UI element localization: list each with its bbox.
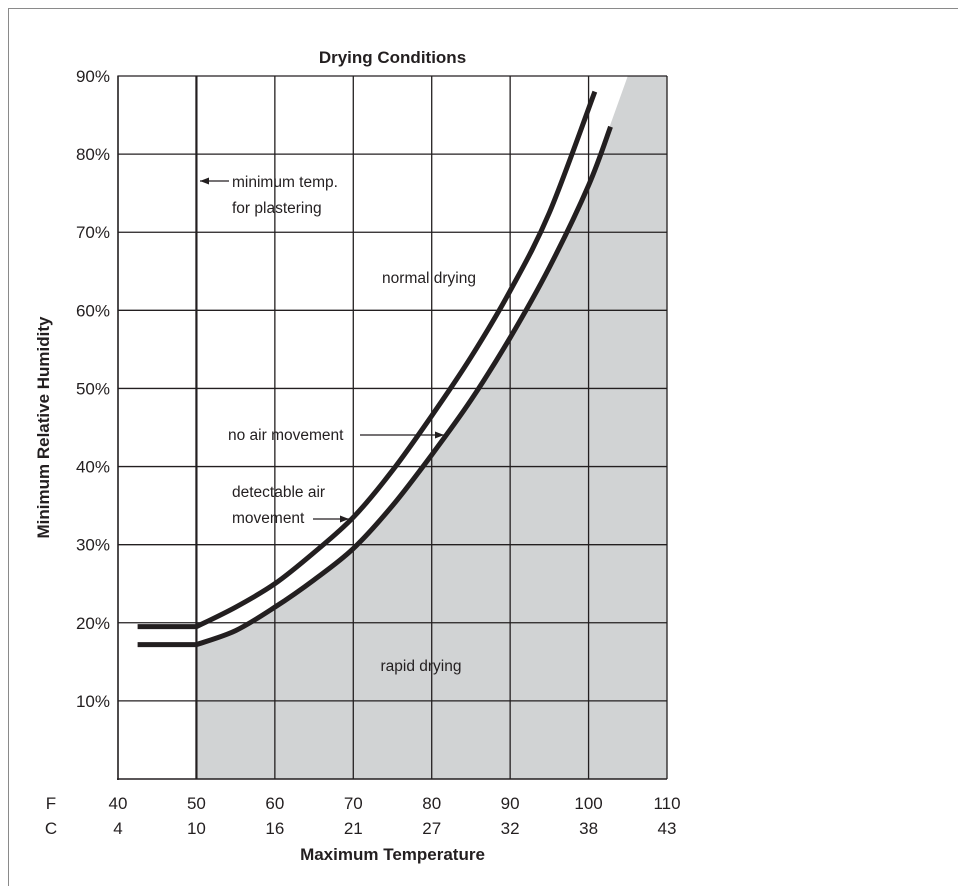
annotation-no-air-movement: no air movement <box>228 427 344 444</box>
y-tick-label: 90% <box>76 67 110 86</box>
detectable-air-arrow-head <box>340 515 349 523</box>
annotation-normal-drying: normal drying <box>382 270 476 287</box>
x-tick-label-f: 60 <box>265 794 284 813</box>
x-tick-label-f: 90 <box>501 794 520 813</box>
figure-frame <box>8 8 958 886</box>
y-tick-label: 70% <box>76 223 110 242</box>
min-temp-arrow-head <box>200 177 209 185</box>
x-tick-label-f: 40 <box>109 794 128 813</box>
annotation-min-temp-line2: for plastering <box>232 200 322 217</box>
x-unit-label-c: C <box>45 819 57 838</box>
annotation-detectable-air-line2: movement <box>232 510 305 527</box>
rapid-drying-region <box>196 76 667 779</box>
y-tick-label: 80% <box>76 145 110 164</box>
x-tick-label-c: 16 <box>265 819 284 838</box>
annotation-detectable-air-line1: detectable air <box>232 484 325 501</box>
x-tick-label-f: 70 <box>344 794 363 813</box>
y-tick-label: 40% <box>76 458 110 477</box>
x-unit-label-f: F <box>46 794 56 813</box>
x-tick-label-c: 43 <box>658 819 677 838</box>
x-tick-label-c: 21 <box>344 819 363 838</box>
y-tick-label: 20% <box>76 614 110 633</box>
min-temp-arrow <box>200 177 229 185</box>
y-axis-label: Minimum Relative Humidity <box>34 316 53 539</box>
x-tick-label-f: 80 <box>422 794 441 813</box>
x-axis-label: Maximum Temperature <box>300 845 485 864</box>
no-air-movement-arrow-head <box>435 431 444 439</box>
x-tick-label-f: 110 <box>653 794 680 813</box>
x-tick-label-c: 4 <box>113 819 122 838</box>
x-tick-label-c: 38 <box>579 819 598 838</box>
y-tick-label: 60% <box>76 301 110 320</box>
no-air-movement-arrow <box>360 431 444 439</box>
x-tick-label-c: 10 <box>187 819 206 838</box>
annotation-rapid-drying: rapid drying <box>381 658 462 675</box>
x-tick-label-f: 100 <box>574 794 602 813</box>
y-tick-label: 30% <box>76 536 110 555</box>
y-tick-label: 50% <box>76 379 110 398</box>
detectable-air-arrow <box>313 515 349 523</box>
x-tick-label-c: 32 <box>501 819 520 838</box>
annotation-min-temp-line1: minimum temp. <box>232 174 338 191</box>
x-tick-label-f: 50 <box>187 794 206 813</box>
series-line-detectable-air-movement <box>137 125 613 648</box>
x-tick-label-c: 27 <box>422 819 441 838</box>
chart-title: Drying Conditions <box>319 48 466 67</box>
series-line-no-air-movement <box>137 90 598 630</box>
y-tick-label: 10% <box>76 692 110 711</box>
